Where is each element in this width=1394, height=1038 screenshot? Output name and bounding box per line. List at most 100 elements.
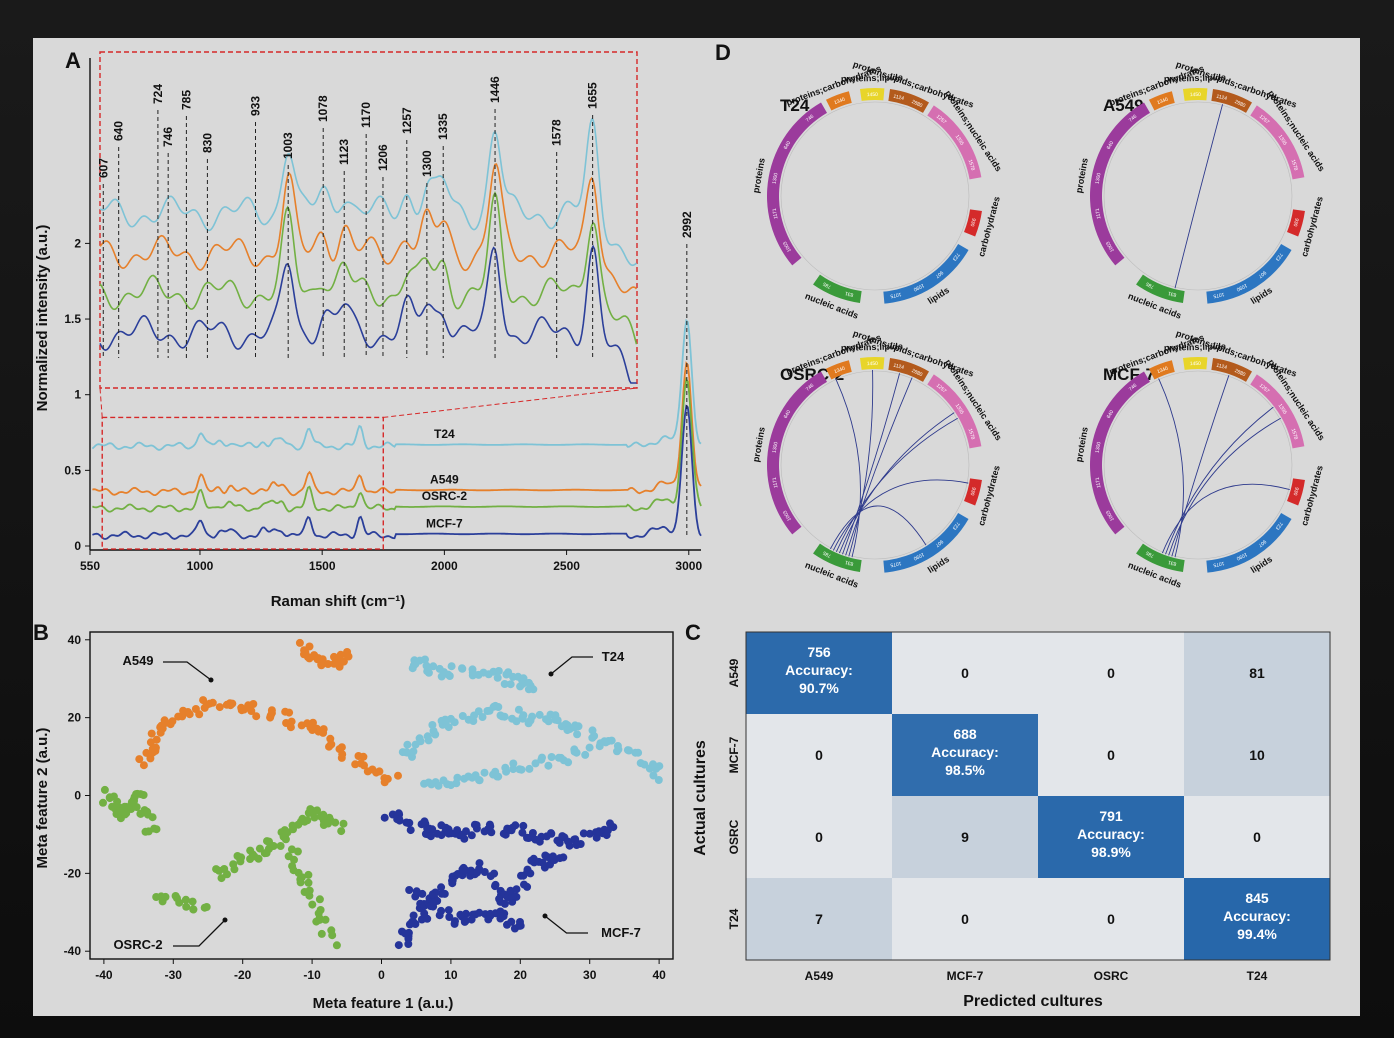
scatter-point-A549: [363, 767, 372, 776]
scatter-point-MCF-7: [564, 837, 572, 846]
scatter-point-T24: [535, 710, 544, 719]
chord-tick-label: 1335: [954, 403, 965, 416]
scatter-point-MCF-7: [542, 832, 551, 841]
matrix-value: 0: [1253, 829, 1261, 845]
scatter-point-MCF-7: [475, 908, 484, 917]
chord-group-arc: [964, 478, 982, 506]
peak-label-1655: 1655: [586, 82, 600, 109]
matrix-cell: [1184, 632, 1330, 714]
scatter-point-MCF-7: [437, 831, 446, 840]
chord-tick-label: 723: [951, 251, 961, 261]
chord-tick-label: 1340: [1156, 97, 1169, 107]
scatter-point-T24: [551, 715, 560, 724]
scatter-point-T24: [604, 737, 613, 745]
scatter-point-T24: [518, 679, 527, 688]
scatter-point-OSRC-2: [132, 803, 141, 812]
panel-label-B: B: [33, 620, 49, 645]
scatter-point-MCF-7: [467, 915, 476, 924]
scatter-point-OSRC-2: [315, 895, 324, 904]
scatter-point-T24: [544, 761, 553, 770]
peak-label-1300: 1300: [420, 150, 434, 177]
chord-group-arc: [1182, 88, 1208, 101]
scatter-point-A549: [286, 723, 295, 732]
scatter-point-OSRC-2: [324, 819, 333, 828]
matrix-cell: [1038, 632, 1184, 714]
scatter-point-T24: [547, 753, 556, 761]
scatter-point-MCF-7: [516, 921, 525, 930]
chord-group-arc: [859, 87, 885, 101]
series-label-T24: T24: [434, 427, 455, 441]
scatter-point-A549: [319, 728, 328, 737]
chord-tick-label: 930: [1292, 486, 1300, 496]
scatter-point-A549: [252, 712, 261, 721]
chord-tick-label: 1450: [1190, 92, 1201, 98]
matrix-x-category: T24: [1247, 969, 1268, 983]
annotation-arrowhead: [542, 913, 548, 919]
chord-tick-label: 1124: [893, 363, 905, 371]
chord-title-T24: T24: [780, 96, 810, 115]
chord-tick-label: 831: [844, 559, 854, 567]
scatter-point-T24: [447, 662, 456, 671]
scatter-point-MCF-7: [456, 910, 465, 919]
matrix-x-category: A549: [805, 969, 834, 983]
scatter-point-OSRC-2: [188, 897, 197, 906]
scatter-point-MCF-7: [404, 940, 413, 948]
matrix-cell: [1184, 796, 1330, 878]
panel-a-x-tick-label: 2500: [553, 559, 580, 573]
scatter-point-A549: [208, 698, 217, 707]
scatter-point-T24: [493, 673, 502, 682]
scatter-point-A549: [135, 755, 144, 764]
scatter-point-MCF-7: [491, 880, 500, 889]
scatter-point-MCF-7: [423, 824, 432, 833]
chord-tick-label: 1335: [1277, 134, 1288, 147]
peak-label-1335: 1335: [436, 113, 450, 140]
panel-a-x-tick-label: 3000: [675, 559, 702, 573]
scatter-point-OSRC-2: [308, 900, 317, 909]
chord-link: [830, 505, 927, 550]
scatter-point-T24: [613, 742, 622, 750]
scatter-point-T24: [564, 758, 573, 767]
panel-label-A: A: [65, 48, 81, 73]
scatter-point-OSRC-2: [337, 827, 346, 836]
chord-tick-label: 1090: [1235, 551, 1248, 561]
chord-group-arc: [883, 244, 969, 304]
scatter-point-T24: [434, 781, 443, 790]
matrix-x-category: OSRC: [1094, 969, 1129, 983]
scatter-point-MCF-7: [497, 912, 506, 921]
scatter-point-T24: [509, 765, 518, 774]
panel-a-y-label: Normalized intensity (a.u.): [34, 225, 51, 412]
scatter-point-A549: [152, 735, 161, 744]
chord-tick-label: 1003: [782, 240, 793, 253]
panel-a-y-tick-label: 0: [74, 539, 81, 553]
chord-tick-label: 746: [805, 114, 815, 124]
chord-group-label: carbohydrates: [976, 195, 1002, 258]
scatter-point-OSRC-2: [293, 847, 302, 856]
scatter-point-T24: [458, 664, 466, 673]
matrix-value: 0: [1107, 911, 1115, 927]
matrix-value: 10: [1249, 747, 1265, 763]
chord-tick-label: 1257: [935, 114, 948, 126]
scatter-point-MCF-7: [585, 829, 594, 838]
panel-b-x-tick-label: -40: [95, 968, 113, 982]
scatter-point-T24: [464, 772, 473, 781]
scatter-point-T24: [528, 712, 537, 721]
scatter-point-MCF-7: [606, 819, 614, 828]
chord-tick-label: 1578: [967, 428, 976, 441]
scatter-point-T24: [494, 703, 503, 711]
scatter-point-OSRC-2: [152, 825, 161, 834]
chord-diagram-T24: T24 1003 1171 1300 640 746 proteins 1340 protein…: [751, 59, 1004, 321]
chord-tick-label: 1124: [1216, 363, 1228, 371]
scatter-point-T24: [500, 712, 509, 721]
scatter-point-A549: [185, 710, 194, 719]
chord-group-arc: [888, 89, 929, 113]
matrix-diagonal-label: Accuracy:: [931, 744, 999, 760]
chord-group-label: proteins;lipids: [1164, 72, 1226, 84]
scatter-point-T24: [494, 772, 503, 781]
peak-label-1003: 1003: [281, 132, 295, 159]
matrix-y-category: MCF-7: [727, 736, 741, 773]
scatter-annotation-T24: T24: [602, 649, 625, 664]
chord-group-arc: [1206, 513, 1292, 573]
scatter-point-OSRC-2: [332, 941, 341, 950]
panel-b-x-tick-label: -20: [234, 968, 252, 982]
scatter-point-T24: [402, 748, 410, 757]
